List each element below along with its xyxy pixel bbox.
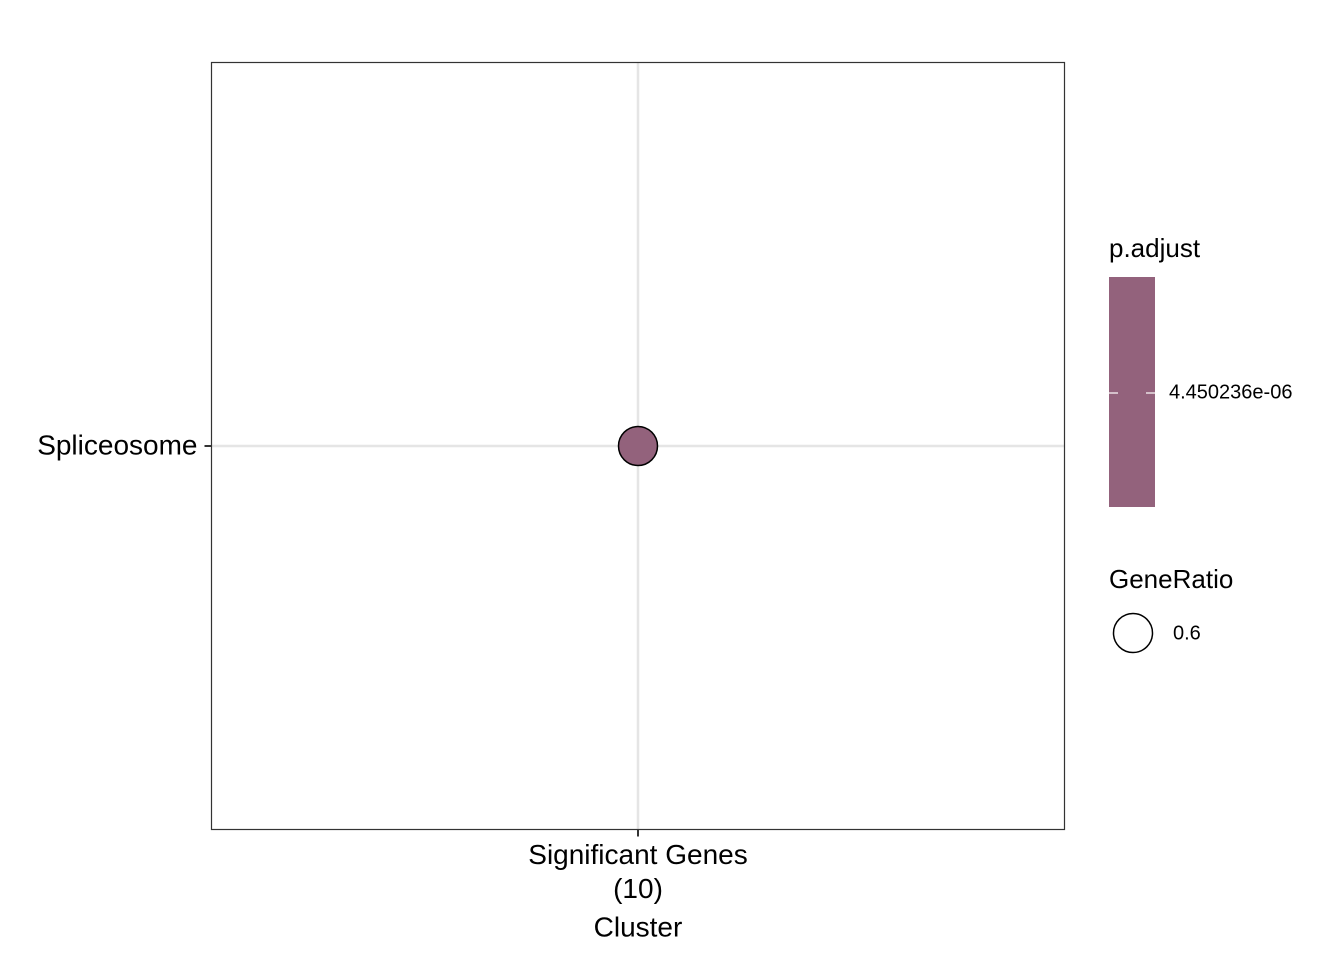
y-tick-label: Spliceosome	[37, 429, 197, 460]
size-legend-label: 0.6	[1173, 622, 1201, 644]
size-legend-title: GeneRatio	[1109, 564, 1233, 594]
x-tick-label: Significant Genes (10)	[528, 839, 747, 904]
color-legend-title: p.adjust	[1109, 233, 1201, 263]
colorbar	[1109, 277, 1155, 507]
size-legend-key	[1112, 612, 1154, 654]
colorbar-label: 4.450236e-06	[1169, 381, 1292, 403]
x-axis-title: Cluster	[594, 911, 683, 942]
dot	[617, 425, 659, 467]
